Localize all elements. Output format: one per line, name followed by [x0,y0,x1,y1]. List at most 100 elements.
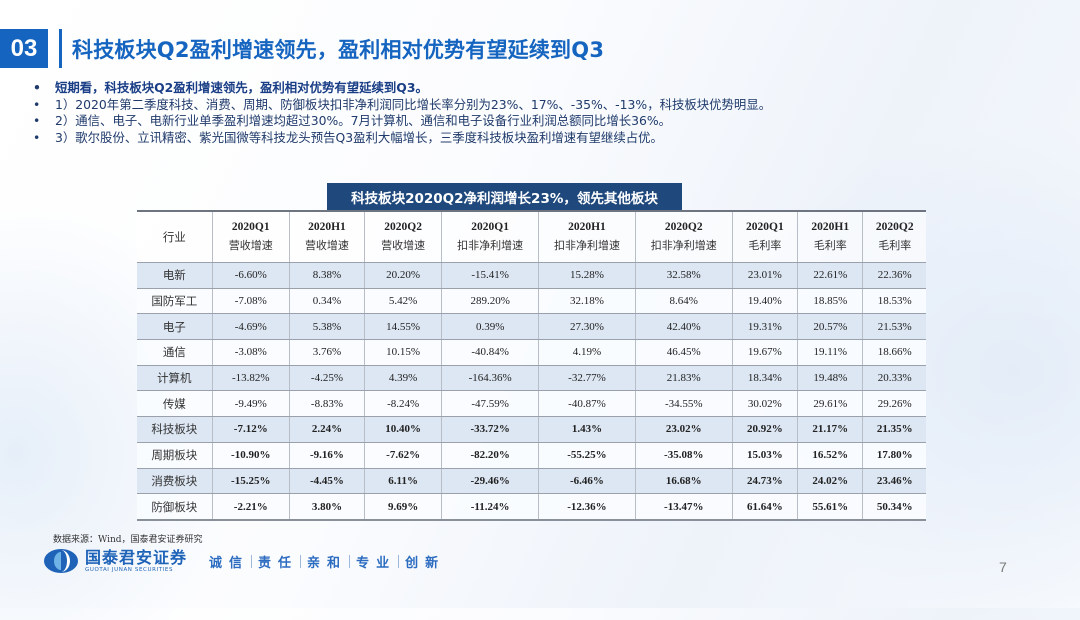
slogan-word: 亲和 [307,555,348,571]
header-metric: 毛利率 [748,239,782,252]
slogan-divider [398,554,400,568]
value-cell: 10.40% [364,416,443,443]
value-cell: 10.15% [364,339,443,366]
value-cell: 2.24% [288,416,366,443]
value-cell: 5.42% [364,288,443,315]
table-row: 通信 -3.08% 3.76% 10.15% -40.84% 4.19% 46.… [137,339,926,366]
table-row: 电新 -6.60% 8.38% 20.20% -15.41% 15.28% 32… [137,262,926,289]
value-cell: -9.49% [211,390,290,418]
industry-cell: 防御板块 [137,493,213,521]
value-cell: 29.26% [862,390,926,418]
value-cell: -2.21% [211,493,290,521]
value-cell: 14.55% [364,313,443,341]
bullet-item: 2）通信、电子、电新行业单季盈利增速均超过30%。7月计算机、通信和电子设备行业… [33,113,771,130]
value-cell: 17.80% [862,442,926,469]
company-slogan: 诚信 责任 亲和 专业 创新 [209,552,445,571]
value-cell: -8.83% [288,390,366,418]
value-cell: 16.52% [797,442,864,469]
brand-name-en: GUOTAI JUNAN SECURITIES [85,566,174,573]
bullet-item: 短期看，科技板块Q2盈利增速领先，盈利相对优势有望延续到Q3。 [33,80,771,97]
sector-summary-row: 防御板块 -2.21% 3.80% 9.69% -11.24% -12.36% … [137,493,926,521]
table-row: 电子 -4.69% 5.38% 14.55% 0.39% 27.30% 42.4… [137,313,926,341]
header-cell: 2020Q2 营收增速 [364,211,443,263]
industry-cell: 电子 [137,313,213,341]
value-cell: -3.08% [211,339,290,366]
industry-cell: 消费板块 [137,468,213,495]
value-cell: 19.67% [731,339,799,366]
value-cell: 23.02% [634,416,733,443]
header-cell: 2020Q1 毛利率 [731,211,799,263]
value-cell: 19.11% [797,339,864,366]
value-cell: 15.28% [538,262,636,289]
bullet-list: 短期看，科技板块Q2盈利增速领先，盈利相对优势有望延续到Q3。 1）2020年第… [33,80,771,146]
value-cell: 20.57% [797,313,864,341]
value-cell: 8.38% [288,262,366,289]
value-cell: -8.24% [364,390,443,418]
header-metric: 扣非净利增速 [650,239,717,252]
value-cell: -29.46% [441,468,540,495]
header-metric: 扣非净利增速 [457,239,524,252]
header-cell: 2020Q1 扣非净利增速 [441,211,540,263]
value-cell: -6.46% [538,468,636,495]
value-cell: 8.64% [634,288,733,315]
value-cell: -164.36% [441,365,540,392]
header-period: 2020Q1 [746,221,784,233]
industry-cell: 电新 [137,262,213,289]
value-cell: -47.59% [441,390,540,418]
value-cell: -6.60% [211,262,290,289]
value-cell: -35.08% [634,442,733,469]
value-cell: 21.53% [862,313,926,341]
header-period: 2020H1 [568,221,606,233]
industry-cell: 科技板块 [137,416,213,443]
page-number: 7 [999,559,1007,575]
value-cell: -4.45% [288,468,366,495]
table-row: 传媒 -9.49% -8.83% -8.24% -47.59% -40.87% … [137,390,926,418]
industry-cell: 传媒 [137,390,213,418]
value-cell: 21.83% [634,365,733,392]
value-cell: 32.18% [538,288,636,315]
brand-footer: 国泰君安证券 GUOTAI JUNAN SECURITIES 诚信 责任 亲和 … [43,547,445,575]
header-period: 2020H1 [308,221,346,233]
value-cell: 24.73% [731,468,799,495]
value-cell: 9.69% [364,493,443,521]
industry-cell: 通信 [137,339,213,366]
table-row: 国防军工 -7.08% 0.34% 5.42% 289.20% 32.18% 8… [137,288,926,315]
value-cell: 5.38% [288,313,366,341]
value-cell: 19.31% [731,313,799,341]
value-cell: 30.02% [731,390,799,418]
page-title: 科技板块Q2盈利增速领先，盈利相对优势有望延续到Q3 [72,37,605,62]
value-cell: -7.08% [211,288,290,315]
value-cell: 27.30% [538,313,636,341]
header-period: 2020Q2 [875,221,914,233]
header-cell: 2020H1 扣非净利增速 [538,211,636,263]
table-body: 电新 -6.60% 8.38% 20.20% -15.41% 15.28% 32… [137,262,926,521]
header-period: 2020H1 [811,221,850,233]
value-cell: 20.92% [731,416,799,443]
value-cell: 19.48% [797,365,864,392]
value-cell: -4.25% [288,365,366,392]
value-cell: 20.20% [364,262,443,289]
value-cell: 21.17% [797,416,864,443]
value-cell: 46.45% [634,339,733,366]
bullet-item: 3）歌尔股份、立讯精密、紫光国微等科技龙头预告Q3盈利大幅增长，三季度科技板块盈… [33,130,771,147]
header-label: 行业 [162,230,186,244]
value-cell: 32.58% [634,262,733,289]
value-cell: 0.34% [288,288,366,315]
value-cell: -15.41% [441,262,540,289]
header-divider [59,29,62,68]
value-cell: 22.36% [862,262,926,289]
bullet-item: 1）2020年第二季度科技、消费、周期、防御板块扣非净利润同比增长率分别为23%… [33,97,771,114]
value-cell: 19.40% [731,288,799,315]
value-cell: -40.84% [441,339,540,366]
table-title: 科技板块2020Q2净利润增长23%，领先其他板块 [327,183,682,210]
brand-name-cn: 国泰君安证券 [85,547,188,567]
header-period: 2020Q2 [384,221,422,233]
value-cell: 18.85% [797,288,864,315]
value-cell: 29.61% [797,390,864,418]
sector-summary-row: 消费板块 -15.25% -4.45% 6.11% -29.46% -6.46%… [137,468,926,495]
slide-header: 03 科技板块Q2盈利增速领先，盈利相对优势有望延续到Q3 [0,29,604,68]
header-metric: 毛利率 [813,239,847,252]
value-cell: -34.55% [634,390,733,418]
value-cell: -40.87% [538,390,636,418]
header-metric: 营收增速 [228,239,273,252]
